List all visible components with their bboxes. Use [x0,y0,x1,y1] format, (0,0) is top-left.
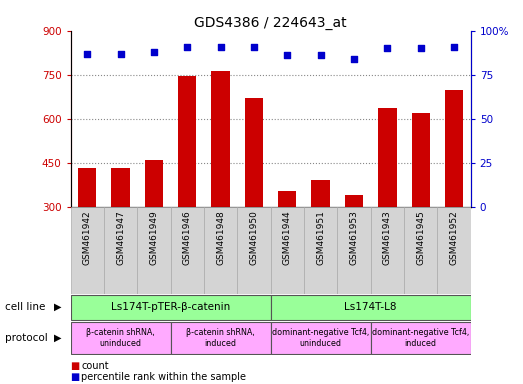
Bar [278,190,297,207]
Text: GSM461948: GSM461948 [216,210,225,265]
Text: ■: ■ [71,361,80,371]
Bar [412,113,430,207]
Text: GSM461950: GSM461950 [249,210,258,265]
Bar [271,207,304,294]
Text: GSM461949: GSM461949 [150,210,158,265]
Point [117,51,125,57]
Bar [371,322,471,354]
Text: percentile rank within the sample: percentile rank within the sample [81,372,246,382]
Text: cell line: cell line [5,302,46,312]
Text: dominant-negative Tcf4,
uninduced: dominant-negative Tcf4, uninduced [272,328,369,348]
Point [283,52,291,58]
Bar [170,322,271,354]
Bar [78,169,96,207]
Bar [271,322,371,354]
Text: ■: ■ [71,372,80,382]
Point [350,56,358,62]
Bar [404,207,437,294]
Text: GSM461953: GSM461953 [349,210,358,265]
Bar [137,207,170,294]
Text: ▶: ▶ [54,333,62,343]
Bar [312,180,330,207]
Bar [271,295,471,320]
Title: GDS4386 / 224643_at: GDS4386 / 224643_at [195,16,347,30]
Point [150,49,158,55]
Bar [437,207,471,294]
Bar [378,108,396,207]
Text: GSM461947: GSM461947 [116,210,125,265]
Bar [204,207,237,294]
Point [217,43,225,50]
Text: GSM461945: GSM461945 [416,210,425,265]
Point [183,43,191,50]
Text: GSM461951: GSM461951 [316,210,325,265]
Text: β-catenin shRNA,
uninduced: β-catenin shRNA, uninduced [86,328,155,348]
Bar [211,71,230,207]
Bar [111,169,130,207]
Text: Ls174T-L8: Ls174T-L8 [345,302,397,312]
Text: ▶: ▶ [54,302,62,312]
Point [250,43,258,50]
Point [383,45,392,51]
Point [450,43,458,50]
Bar [345,195,363,207]
Text: GSM461944: GSM461944 [283,210,292,265]
Point [416,45,425,51]
Bar [371,207,404,294]
Text: GSM461943: GSM461943 [383,210,392,265]
Bar [445,91,463,207]
Text: count: count [81,361,109,371]
Text: GSM461942: GSM461942 [83,210,92,265]
Text: GSM461946: GSM461946 [183,210,192,265]
Text: GSM461952: GSM461952 [450,210,459,265]
Bar [71,207,104,294]
Point [316,52,325,58]
Bar [337,207,371,294]
Bar [104,207,137,294]
Bar [170,207,204,294]
Bar [71,322,170,354]
Text: Ls174T-pTER-β-catenin: Ls174T-pTER-β-catenin [111,302,230,312]
Text: β-catenin shRNA,
induced: β-catenin shRNA, induced [186,328,255,348]
Point [83,51,92,57]
Bar [237,207,271,294]
Bar [178,76,197,207]
Bar [145,160,163,207]
Text: dominant-negative Tcf4,
induced: dominant-negative Tcf4, induced [372,328,469,348]
Bar [304,207,337,294]
Bar [245,98,263,207]
Bar [71,295,271,320]
Text: protocol: protocol [5,333,48,343]
